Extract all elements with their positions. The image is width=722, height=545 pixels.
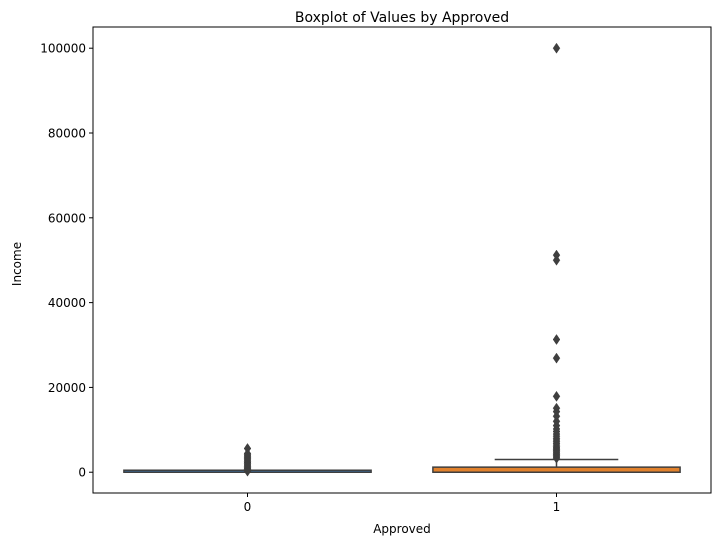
y-tick-label: 100000 (40, 42, 86, 56)
outlier-point (552, 334, 561, 345)
outlier-point (552, 402, 561, 414)
box-body (432, 466, 681, 473)
x-axis-label: Approved (373, 522, 431, 536)
x-tick-label: 0 (244, 500, 252, 514)
axes-frame (92, 26, 712, 494)
outlier-point (552, 249, 561, 261)
x-tick-label: 1 (553, 500, 561, 514)
y-tick-label: 80000 (48, 127, 86, 141)
outlier-point (552, 390, 561, 402)
y-axis-label: Income (10, 242, 24, 286)
y-tick-label: 60000 (48, 211, 86, 225)
outlier-point (552, 42, 561, 54)
box-group-1 (432, 42, 681, 473)
box-group-0 (123, 443, 372, 477)
outlier-point (552, 352, 561, 364)
plot-area (123, 42, 681, 477)
y-tick-label: 0 (78, 466, 86, 480)
y-tick-label: 20000 (48, 381, 86, 395)
y-tick-label: 40000 (48, 296, 86, 310)
chart-title: Boxplot of Values by Approved (295, 10, 509, 26)
y-axis-ticks: 0 20000 40000 60000 80000 100000 (40, 42, 93, 480)
outlier-point (243, 443, 252, 454)
